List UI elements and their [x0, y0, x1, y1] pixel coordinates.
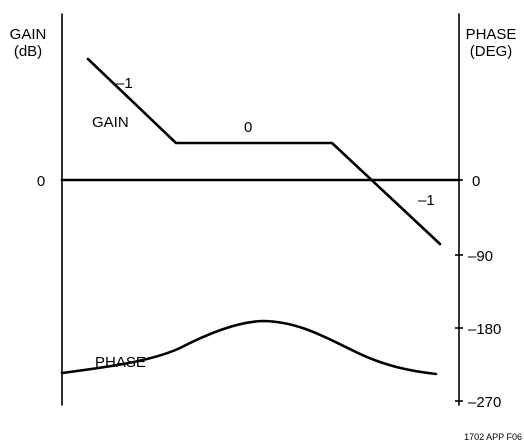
- gain-slope-label-flat: 0: [244, 119, 252, 136]
- phase-curve-path: [60, 319, 438, 376]
- left-axis-label-line1: GAIN: [10, 26, 47, 43]
- gain-slope-label-second: –1: [418, 192, 435, 209]
- phase-label: PHASE: [95, 354, 146, 371]
- right-tick-label-minus-90: –90: [468, 248, 493, 265]
- right-axis-label-line1: PHASE: [466, 26, 517, 43]
- gain-slope-label-first: –1: [116, 75, 133, 92]
- right-tick-label-0: 0: [472, 173, 480, 190]
- right-tick-label-minus-270: –270: [468, 394, 501, 411]
- figure-id-label: 1702 APP F06: [464, 432, 522, 442]
- left-axis-label-line2: (dB): [14, 43, 42, 60]
- left-axis-zero-label: 0: [37, 173, 45, 190]
- right-axis-label-line2: (DEG): [470, 43, 513, 60]
- gain-curve: [86, 57, 442, 246]
- right-tick-label-minus-180: –180: [468, 321, 501, 338]
- gain-label: GAIN: [92, 114, 129, 131]
